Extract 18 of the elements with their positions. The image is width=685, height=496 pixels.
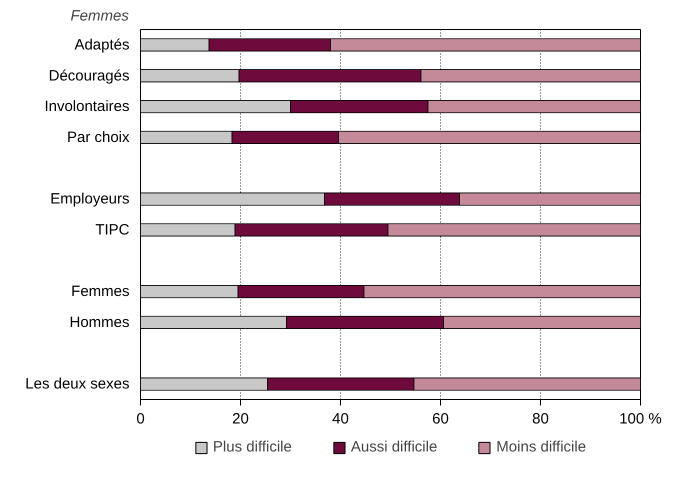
y-tick-label: Employeurs xyxy=(50,190,130,208)
legend-label: Moins difficile xyxy=(496,438,586,456)
x-tick-label: 20 xyxy=(232,410,249,428)
legend-label: Plus difficile xyxy=(212,438,292,456)
y-tick-label: Découragés xyxy=(48,67,130,84)
y-tick-label: Les deux sexes xyxy=(25,376,130,393)
legend-label: Aussi difficile xyxy=(350,438,438,456)
x-tick-label: 100 % xyxy=(619,410,662,428)
y-tick-label: Par choix xyxy=(66,128,130,146)
x-tick-label: 0 xyxy=(136,410,145,428)
x-tick-label: 60 xyxy=(432,410,449,428)
x-tick-label: 80 xyxy=(532,410,549,428)
y-tick-label: Adaptés xyxy=(74,36,130,54)
y-tick-label: Hommes xyxy=(69,314,130,331)
y-tick-label: Femmes xyxy=(71,283,130,300)
x-tick-label: 40 xyxy=(332,410,349,428)
y-tick-label: Involontaires xyxy=(44,98,130,116)
y-tick-label: TIPC xyxy=(95,221,130,238)
